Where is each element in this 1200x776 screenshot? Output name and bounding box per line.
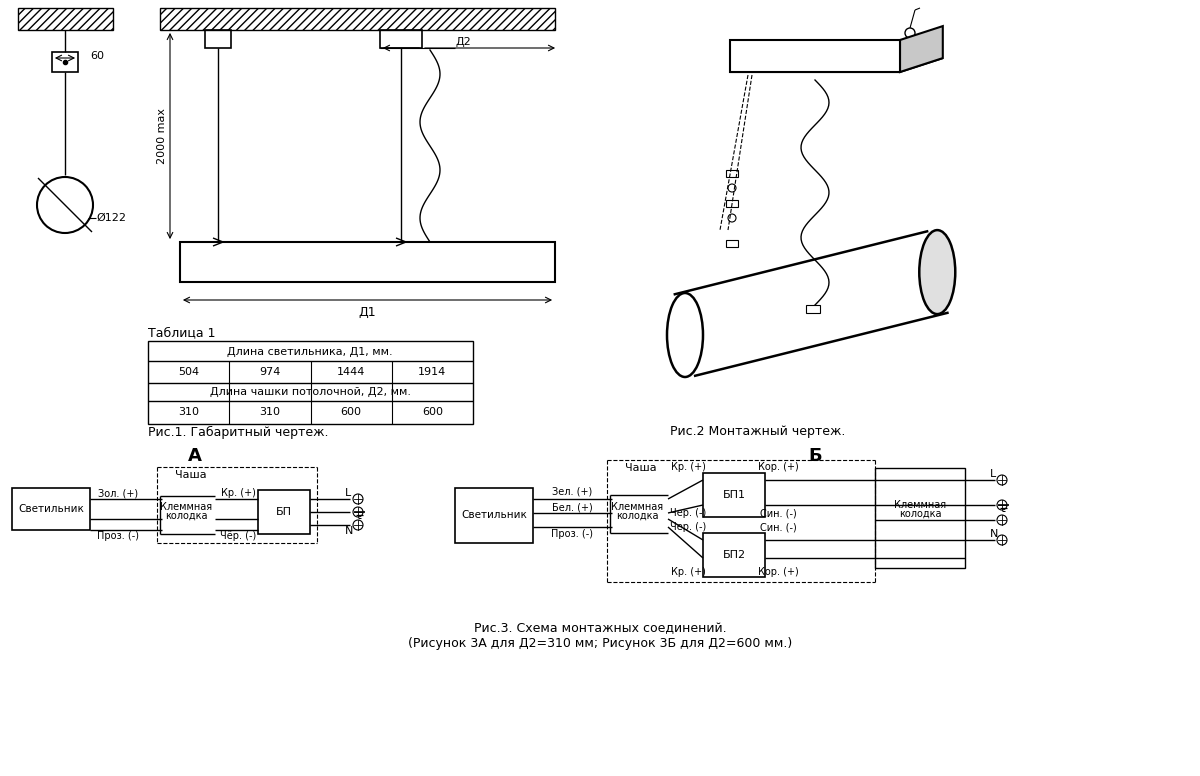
Polygon shape	[900, 26, 943, 72]
Text: Син. (-): Син. (-)	[760, 508, 797, 518]
Text: Ø122: Ø122	[96, 213, 126, 223]
Text: БП2: БП2	[722, 550, 745, 560]
Text: колодка: колодка	[616, 511, 659, 521]
Text: N: N	[346, 526, 353, 536]
Polygon shape	[730, 58, 943, 72]
Text: Чёр. (-): Чёр. (-)	[220, 531, 256, 541]
Bar	[726, 200, 738, 207]
Text: 1914: 1914	[419, 367, 446, 377]
Text: Бел. (+): Бел. (+)	[552, 502, 593, 512]
Text: 1444: 1444	[337, 367, 365, 377]
Text: 60: 60	[90, 51, 104, 61]
Text: Чаша: Чаша	[625, 463, 656, 473]
Bar	[380, 30, 422, 48]
Bar	[205, 30, 230, 48]
Text: колодка: колодка	[899, 509, 941, 519]
Text: N: N	[990, 529, 998, 539]
Text: Клеммная: Клеммная	[894, 500, 946, 510]
Bar	[180, 242, 554, 282]
Ellipse shape	[667, 293, 703, 377]
Text: БП: БП	[276, 507, 292, 517]
Text: Рис.2 Монтажный чертеж.: Рис.2 Монтажный чертеж.	[670, 425, 845, 438]
Text: 310: 310	[259, 407, 281, 417]
Text: Проз. (-): Проз. (-)	[551, 529, 593, 539]
Text: Светильник: Светильник	[461, 510, 527, 520]
Text: L: L	[346, 488, 352, 498]
Text: Д1: Д1	[358, 306, 376, 318]
Text: А: А	[188, 447, 202, 465]
Bar	[12, 488, 90, 530]
Ellipse shape	[919, 230, 955, 314]
Text: Кор. (+): Кор. (+)	[757, 567, 798, 577]
Text: Длина светильника, Д1, мм.: Длина светильника, Д1, мм.	[227, 347, 392, 357]
Polygon shape	[730, 40, 900, 72]
Text: Зел. (+): Зел. (+)	[552, 487, 592, 497]
Bar	[726, 170, 738, 177]
Text: L: L	[990, 469, 996, 479]
Text: Рис.1. Габаритный чертеж.: Рис.1. Габаритный чертеж.	[148, 425, 329, 438]
Bar	[806, 305, 820, 313]
Text: Светильник: Светильник	[18, 504, 84, 514]
Text: Зол. (+): Зол. (+)	[98, 488, 138, 498]
Bar	[160, 8, 554, 30]
Text: Кор. (+): Кор. (+)	[757, 462, 798, 472]
Bar	[875, 468, 965, 568]
Text: 2000 max: 2000 max	[157, 108, 167, 164]
Text: Чаша: Чаша	[175, 470, 206, 480]
Text: Чер. (-): Чер. (-)	[670, 522, 706, 532]
Text: Рис.3. Схема монтажных соединений.
(Рисунок 3А для Д2=310 мм; Рисунок 3Б для Д2=: Рис.3. Схема монтажных соединений. (Рису…	[408, 622, 792, 650]
Text: БП1: БП1	[722, 490, 745, 500]
Text: Таблица 1: Таблица 1	[148, 327, 216, 340]
Bar	[455, 488, 533, 543]
Text: Кр. (+): Кр. (+)	[671, 462, 706, 472]
Bar	[703, 533, 766, 577]
Bar	[18, 8, 113, 30]
Text: Длина чашки потолочной, Д2, мм.: Длина чашки потолочной, Д2, мм.	[210, 387, 410, 397]
Text: Д2: Д2	[455, 37, 470, 47]
Text: Клеммная: Клеммная	[160, 502, 212, 512]
Text: Клеммная: Клеммная	[611, 502, 664, 512]
Bar	[52, 52, 78, 72]
Text: 310: 310	[178, 407, 199, 417]
Text: 600: 600	[341, 407, 361, 417]
Text: Син. (-): Син. (-)	[760, 522, 797, 532]
Bar	[148, 341, 473, 424]
Bar	[726, 240, 738, 247]
Text: Кр. (+): Кр. (+)	[671, 567, 706, 577]
Bar	[258, 490, 310, 534]
Bar	[703, 473, 766, 517]
Text: Б: Б	[808, 447, 822, 465]
Text: 974: 974	[259, 367, 281, 377]
Text: Чер. (-): Чер. (-)	[670, 508, 706, 518]
Text: колодка: колодка	[164, 511, 208, 521]
Text: Проз. (-): Проз. (-)	[97, 531, 139, 541]
Text: 600: 600	[422, 407, 443, 417]
Text: Кр. (+): Кр. (+)	[221, 488, 256, 498]
Text: 504: 504	[178, 367, 199, 377]
